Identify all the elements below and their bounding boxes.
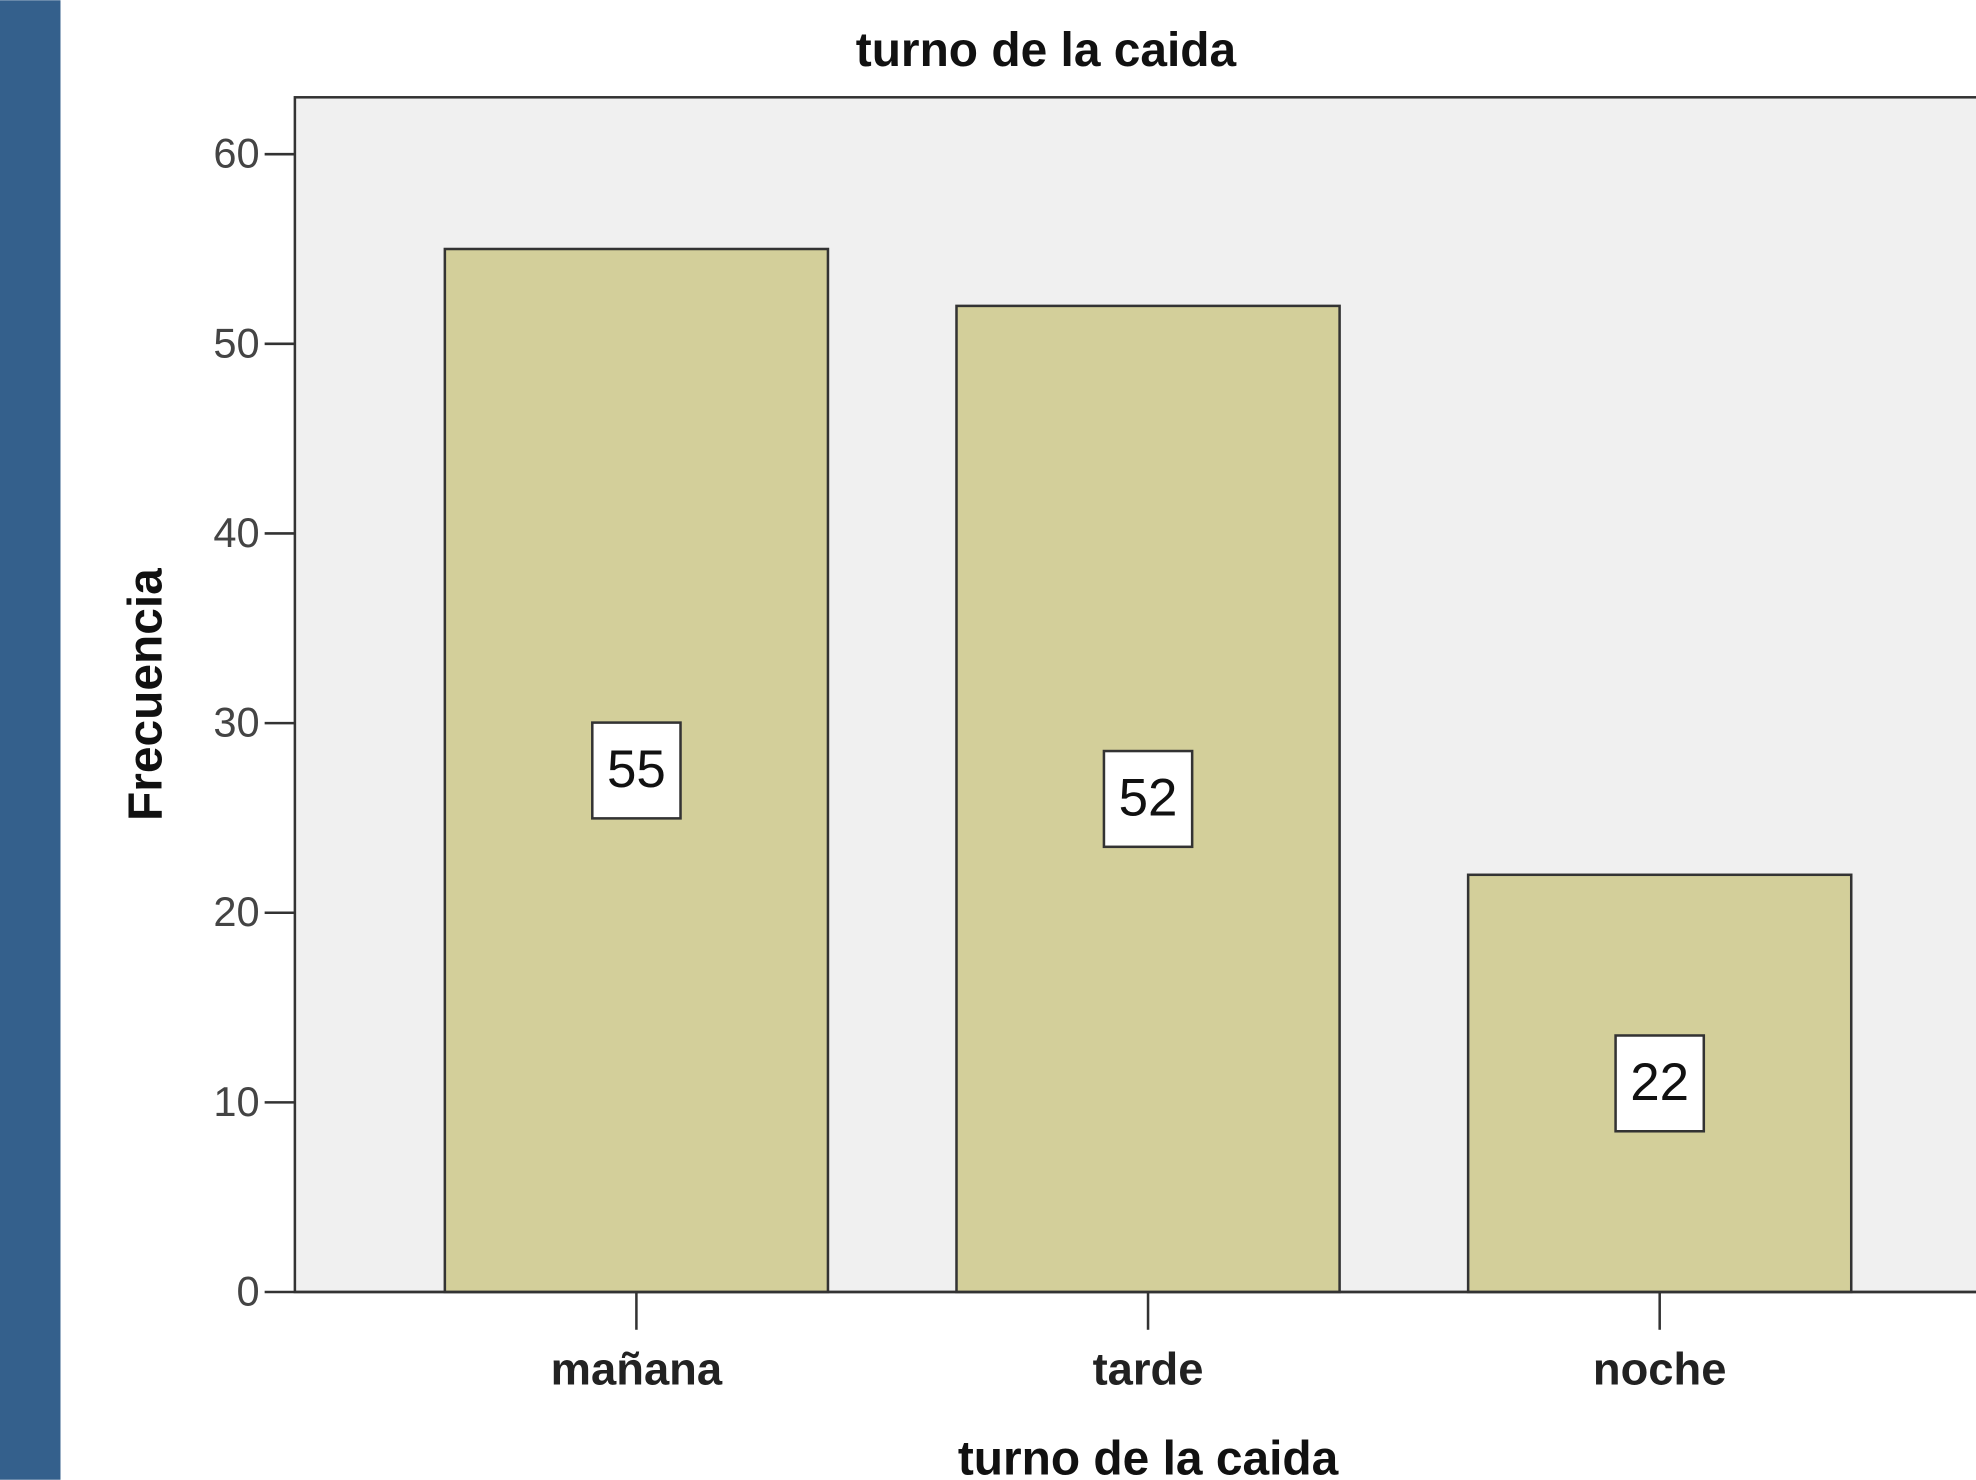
- bar: [955, 304, 1341, 1294]
- side-strip: [0, 0, 61, 1480]
- value-label: 52: [1119, 768, 1178, 827]
- value-label: 22: [1630, 1053, 1689, 1112]
- y-tick-label: 20: [213, 888, 259, 935]
- y-tick-label: 50: [213, 319, 259, 366]
- y-tick-label: 0: [236, 1267, 259, 1314]
- chart-title: turno de la caida: [856, 24, 1237, 77]
- y-axis-title: Frecuencia: [119, 568, 172, 821]
- y-tick-label: 30: [213, 699, 259, 746]
- x-tick-label: mañana: [551, 1344, 723, 1395]
- x-axis-title: turno de la caida: [958, 1433, 1339, 1480]
- x-tick-label: tarde: [1093, 1344, 1204, 1395]
- value-label-box: [591, 721, 682, 820]
- value-label-box: [1614, 1034, 1706, 1133]
- value-label: 55: [607, 740, 666, 799]
- y-tick-label: 60: [213, 130, 259, 177]
- y-tick-label: 40: [213, 509, 259, 556]
- x-tick-label: noche: [1593, 1344, 1727, 1395]
- y-tick-label: 10: [213, 1078, 259, 1125]
- value-label-box: [1102, 749, 1194, 849]
